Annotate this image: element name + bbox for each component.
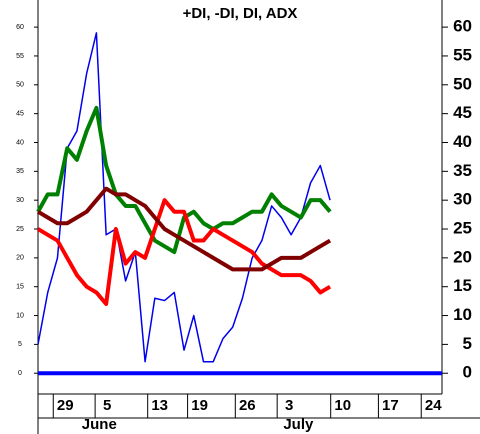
x-tick-label: 17 (382, 397, 399, 414)
chart-title: +DI, -DI, DI, ADX (183, 5, 298, 22)
y-tick-label: 40 (453, 132, 472, 151)
y-tick-label: 40 (16, 139, 24, 146)
y-tick-label: 25 (16, 226, 24, 233)
x-tick-label: 24 (425, 397, 442, 414)
y-tick-label: 5 (463, 334, 472, 353)
y-tick-label: 55 (16, 53, 24, 60)
x-tick-label: 5 (103, 397, 111, 414)
data-line (37, 32, 331, 363)
x-tick-label: 19 (191, 397, 208, 414)
y-tick-label: 30 (453, 190, 472, 209)
data-line (36, 198, 332, 307)
y-tick-label: 60 (453, 17, 472, 36)
x-tick-label: 26 (239, 397, 256, 414)
y-tick-label: 0 (18, 370, 22, 377)
data-line (36, 186, 332, 272)
y-tick-label: 35 (453, 161, 472, 180)
y-tick-label: 30 (16, 197, 24, 204)
x-tick-label: 3 (285, 397, 293, 414)
y-tick-label: 15 (16, 284, 24, 291)
y-tick-label: 10 (453, 305, 472, 324)
y-tick-label: 25 (453, 219, 472, 238)
y-tick-label: 45 (453, 103, 472, 122)
y-tick-label: 0 (463, 363, 472, 382)
y-tick-label: 35 (16, 168, 24, 175)
y-tick-label: 55 (453, 45, 472, 64)
x-tick-label: 29 (57, 397, 74, 414)
x-tick-label: 13 (151, 397, 168, 414)
month-label: June (82, 416, 117, 433)
y-tick-label: 50 (453, 74, 472, 93)
y-tick-label: 20 (453, 247, 472, 266)
y-tick-label: 20 (16, 255, 24, 262)
y-tick-label: 15 (453, 276, 472, 295)
x-tick-label: 10 (334, 397, 351, 414)
y-tick-label: 50 (16, 82, 24, 89)
y-tick-label: 5 (18, 341, 22, 348)
y-tick-label: 45 (16, 110, 24, 117)
month-label: July (283, 416, 314, 433)
y-tick-label: 60 (16, 24, 24, 31)
y-tick-label: 10 (16, 312, 24, 319)
